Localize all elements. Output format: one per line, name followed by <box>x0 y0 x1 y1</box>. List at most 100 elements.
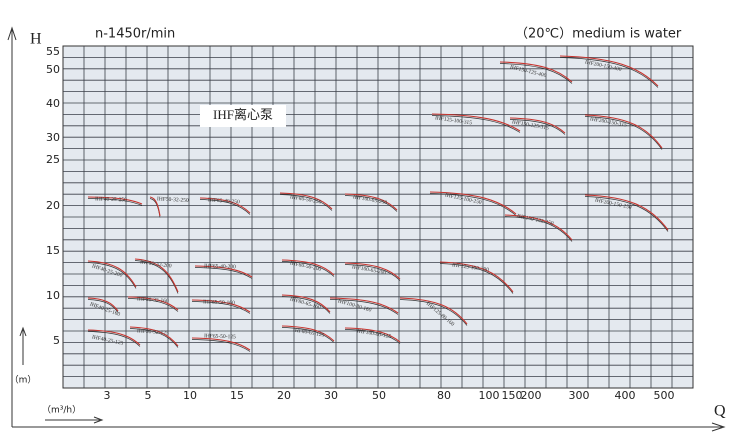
x-tick-label: 150 <box>502 389 523 402</box>
curve <box>87 329 141 346</box>
curve-shadow <box>584 116 663 150</box>
model-label: IHF80-50-250 <box>289 194 322 205</box>
model-label: IHF100-80-125 <box>356 328 391 340</box>
x-tick-label: 20 <box>277 389 291 402</box>
model-label: IHF80-65-125 <box>292 327 325 338</box>
model-label: IHF50-32-250 <box>157 196 189 204</box>
x-tick-label: 10 <box>183 389 197 402</box>
curve-shadow <box>87 198 143 206</box>
curve <box>281 294 331 313</box>
speed: n-1450r/min <box>95 27 175 42</box>
curve <box>149 196 161 217</box>
x-tick-label: 15 <box>230 389 244 402</box>
x-tick-label: 80 <box>437 389 451 402</box>
curve-shadow <box>344 329 401 344</box>
x-tick-label: 300 <box>569 389 590 402</box>
curve-shadow <box>429 193 517 216</box>
curve-shadow <box>127 298 179 312</box>
curve-shadow <box>504 216 573 242</box>
curve <box>134 258 179 293</box>
curve <box>129 326 179 347</box>
model-label: IHF50-32-160 <box>137 296 169 304</box>
model-label: IHF50-32-200 <box>140 259 173 269</box>
curve-shadow <box>281 327 335 343</box>
y-tick-label: 25 <box>46 153 60 166</box>
curve-shadow <box>329 299 399 315</box>
curve-shadow <box>87 331 141 347</box>
curve <box>559 55 659 87</box>
unit-arrow-head <box>93 416 104 424</box>
curve <box>279 192 333 210</box>
curve-shadow <box>439 263 514 294</box>
y-arrow <box>7 26 17 41</box>
x-tick-label: 50 <box>372 389 386 402</box>
curve <box>281 259 335 276</box>
curve-shadow <box>134 260 179 294</box>
model-label: IHF40-25-250 <box>95 196 127 203</box>
grid <box>63 46 693 388</box>
x-tick-label: 3 <box>104 389 111 402</box>
curve <box>87 260 137 288</box>
y-title: H <box>30 31 42 48</box>
model-label: IHF100-65-200 <box>351 264 386 276</box>
model-label: IHF65-50-160 <box>203 299 235 306</box>
curve <box>281 325 335 342</box>
curve-shadow <box>399 299 468 326</box>
model-label: IHF100-65-250 <box>352 194 387 206</box>
curve <box>499 61 573 83</box>
y-tick-label: 55 <box>46 45 60 58</box>
x-unit: （m³/h） <box>42 405 81 416</box>
label-box <box>200 105 286 127</box>
x-tick-label: 400 <box>615 389 636 402</box>
curve <box>191 337 251 351</box>
x-tick-label: 200 <box>521 389 542 402</box>
y-tick-label: 15 <box>46 244 60 257</box>
curve-shadow <box>129 328 179 348</box>
curve <box>199 197 251 214</box>
curve-shadow <box>344 195 398 212</box>
medium: （20℃）medium is water <box>515 27 682 42</box>
model-label: IHF65-40-250 <box>208 197 240 205</box>
series-label: IHF离心泵 <box>213 107 273 122</box>
curve-shadow <box>281 296 331 314</box>
curve <box>509 117 566 134</box>
curve <box>87 297 119 312</box>
curve <box>399 297 468 325</box>
curve-shadow <box>279 194 333 211</box>
curve-shadow <box>499 63 573 84</box>
y-unit: （m） <box>10 375 37 386</box>
model-label: IHF50-32-125 <box>137 328 169 336</box>
curve-shadow <box>87 262 137 289</box>
curve <box>344 193 398 211</box>
y-tick-label: 40 <box>46 97 60 110</box>
x-title: Q <box>714 403 726 420</box>
curve <box>584 194 669 231</box>
curve-shadow <box>344 264 401 281</box>
curve-shadow <box>584 196 669 232</box>
x-tick-label: 500 <box>654 389 675 402</box>
curve-shadow <box>431 115 521 133</box>
curve <box>431 113 521 132</box>
curve <box>584 114 663 149</box>
curve <box>127 296 179 311</box>
x-arrow <box>711 422 726 432</box>
y-tick-label: 10 <box>46 289 60 302</box>
curve <box>439 261 514 293</box>
curve-shadow <box>191 301 251 314</box>
curve <box>329 297 399 314</box>
y-tick-label: 5 <box>53 334 60 347</box>
model-label: IHF65-50-125 <box>204 333 236 340</box>
model-label: IHF65-40-200 <box>204 263 236 270</box>
x-tick-label: 5 <box>145 389 152 402</box>
model-label: IHF125-100-315 <box>435 115 473 126</box>
curve <box>344 262 401 280</box>
curve <box>194 265 253 278</box>
curve <box>344 327 401 343</box>
curve-shadow <box>194 267 253 279</box>
y-tick-label: 50 <box>46 63 60 76</box>
model-label: IHF125-100-200 <box>452 262 490 273</box>
curve-shadow <box>281 261 335 277</box>
curve <box>87 196 143 205</box>
y-tick-label: 20 <box>46 199 60 212</box>
